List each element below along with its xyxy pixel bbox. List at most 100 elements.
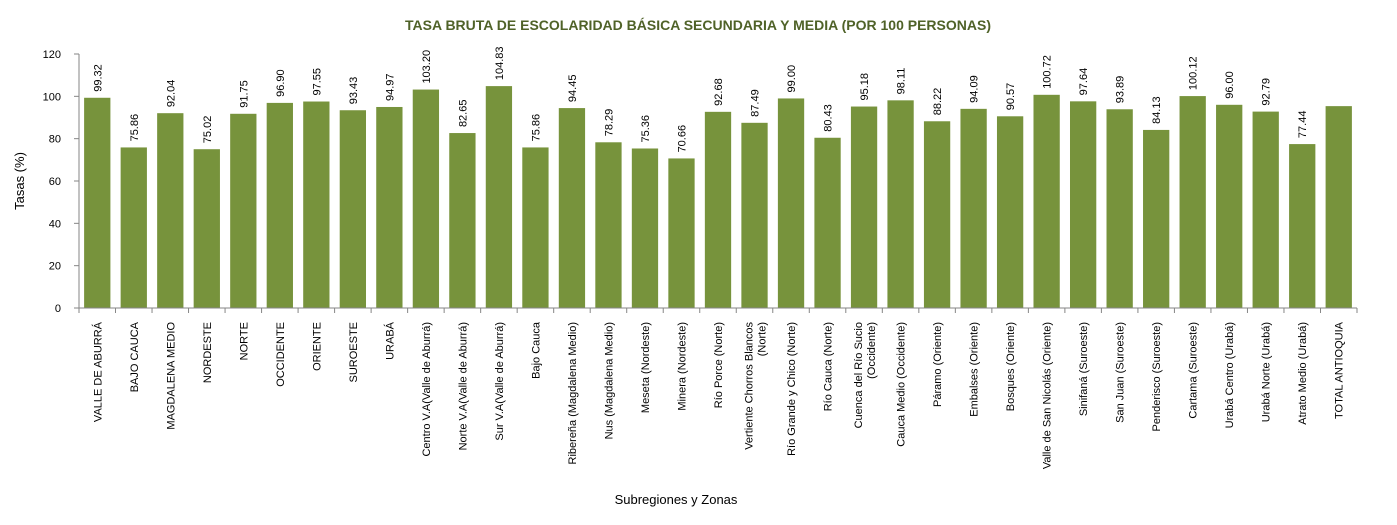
data-label: 104.83	[494, 46, 506, 80]
data-label: 100.72	[1042, 55, 1054, 89]
data-label: 97.55	[311, 68, 323, 96]
bar	[1069, 101, 1097, 308]
bar	[376, 106, 403, 308]
x-axis	[78, 307, 1358, 313]
x-tick-label: Minera (Nordeste)	[676, 322, 688, 411]
x-tick-labels: VALLE DE ABURRÁ BAJO CAUCA MAGDALENA MEDIO…	[91, 321, 1345, 469]
x-tick-label: Bajo Cauca	[530, 321, 542, 379]
data-label: 91.75	[238, 80, 250, 108]
data-label: 94.09	[969, 75, 981, 103]
data-label: 94.45	[567, 75, 579, 103]
bar	[1179, 96, 1206, 308]
bar	[1106, 109, 1133, 308]
x-tick-label: NORDESTE	[202, 322, 214, 383]
x-tick-label: ORIENTE	[311, 322, 323, 371]
bar	[704, 111, 732, 308]
x-tick-label: BAJO CAUCA	[129, 321, 141, 392]
data-label: 80.43	[823, 104, 835, 132]
y-tick-label: 80	[49, 134, 61, 146]
data-label: 77.44	[1297, 111, 1309, 139]
data-labels: 99.32 75.86 92.04 75.02 91.75 96.90 97.55 93.43…	[92, 46, 1309, 152]
y-tick-label: 120	[43, 49, 61, 61]
bar	[84, 97, 111, 308]
x-tick-label: Vertiente Chorros Blancos	[744, 322, 756, 450]
x-tick-label: SUROESTE	[348, 322, 360, 383]
bar	[522, 147, 549, 308]
x-tick-label: NORTE	[238, 322, 250, 360]
bar	[1216, 104, 1243, 308]
data-label: 96.90	[275, 69, 287, 97]
bar	[1143, 129, 1170, 308]
data-label: 92.79	[1261, 78, 1273, 106]
x-tick-label: Meseta (Nordeste)	[640, 322, 652, 413]
x-tick-label: MAGDALENA MEDIO	[165, 322, 177, 430]
y-axis: 0 20 40 60 80 100 120	[43, 49, 80, 315]
y-tick-label: 20	[49, 261, 61, 273]
x-tick-label: VALLE DE ABURRÁ	[91, 321, 104, 422]
y-tick-label: 100	[43, 91, 61, 103]
x-tick-label: TOTAL ANTIOQUIA	[1334, 321, 1346, 419]
chart-title: TASA BRUTA DE ESCOLARIDAD BÁSICA SECUNDA…	[405, 17, 991, 33]
bar	[1325, 106, 1352, 308]
bar	[412, 89, 440, 308]
x-tick-label: (Norte)	[757, 322, 769, 356]
x-tick-label: Ribereña (Magdalena Medio)	[567, 322, 579, 464]
x-tick-label: Sinifaná (Suroeste)	[1078, 322, 1090, 416]
bar	[595, 142, 622, 308]
bar	[303, 101, 330, 308]
data-label: 75.36	[640, 115, 652, 143]
x-tick-label: Río Porce (Norte)	[713, 322, 725, 408]
y-axis-title: Tasas (%)	[12, 152, 27, 210]
x-tick-label: Cuenca del Río Sucio	[853, 322, 865, 428]
bar	[120, 147, 147, 308]
bar	[668, 158, 695, 308]
data-label: 75.86	[129, 114, 141, 142]
data-label: 100.12	[1188, 56, 1200, 90]
x-tick-label: Sur V.A(Valle de Aburrá)	[494, 322, 506, 441]
bar	[266, 102, 293, 309]
data-label: 88.22	[932, 88, 944, 116]
bar	[1289, 144, 1316, 308]
data-label: 95.18	[859, 73, 871, 101]
data-label: 75.02	[202, 116, 214, 144]
x-axis-title: Subregiones y Zonas	[615, 492, 738, 507]
x-tick-label: Páramo (Oriente)	[932, 322, 944, 407]
bar	[996, 116, 1024, 308]
y-tick-label: 60	[49, 176, 61, 188]
bar	[485, 86, 513, 308]
data-label: 82.65	[457, 100, 469, 128]
x-tick-label: Río Cauca (Norte)	[823, 322, 835, 411]
bar	[741, 122, 768, 308]
bar	[923, 121, 951, 308]
data-label: 70.66	[676, 125, 688, 153]
bar	[157, 113, 184, 308]
data-label: 90.57	[1005, 83, 1017, 111]
bar	[1252, 111, 1279, 308]
data-label: 93.43	[348, 77, 360, 105]
x-tick-label: San Juan (Suroeste)	[1115, 322, 1127, 423]
x-tick-label: Río Grande y Chico (Norte)	[786, 322, 798, 456]
x-tick-label: (Occidente)	[866, 322, 878, 379]
data-label: 84.13	[1151, 96, 1163, 124]
data-label: 93.89	[1115, 76, 1127, 104]
bar	[558, 108, 586, 308]
bar	[1033, 94, 1060, 309]
x-tick-label: OCCIDENTE	[275, 322, 287, 387]
bar	[814, 137, 841, 308]
data-label: 96.00	[1224, 71, 1236, 99]
bar	[193, 149, 220, 308]
bar	[887, 100, 914, 308]
bar	[339, 110, 367, 308]
data-label: 94.97	[384, 73, 396, 101]
x-tick-label: Nus (Magdalena Medio)	[603, 322, 615, 439]
x-tick-label: Centro V.A(Valle de Aburrá)	[421, 322, 433, 457]
x-tick-label: Urabá Norte (Urabá)	[1261, 322, 1273, 422]
x-tick-label: Bosques (Oriente)	[1005, 322, 1017, 411]
x-tick-label: Urabá Centro (Urabá)	[1224, 322, 1236, 428]
data-label: 78.29	[603, 109, 615, 137]
x-tick-label: Penderisco (Suroeste)	[1151, 322, 1163, 431]
x-tick-label: Cauca Medio (Occidente)	[896, 322, 908, 447]
data-label: 99.00	[786, 65, 798, 93]
data-label: 87.49	[750, 89, 762, 117]
